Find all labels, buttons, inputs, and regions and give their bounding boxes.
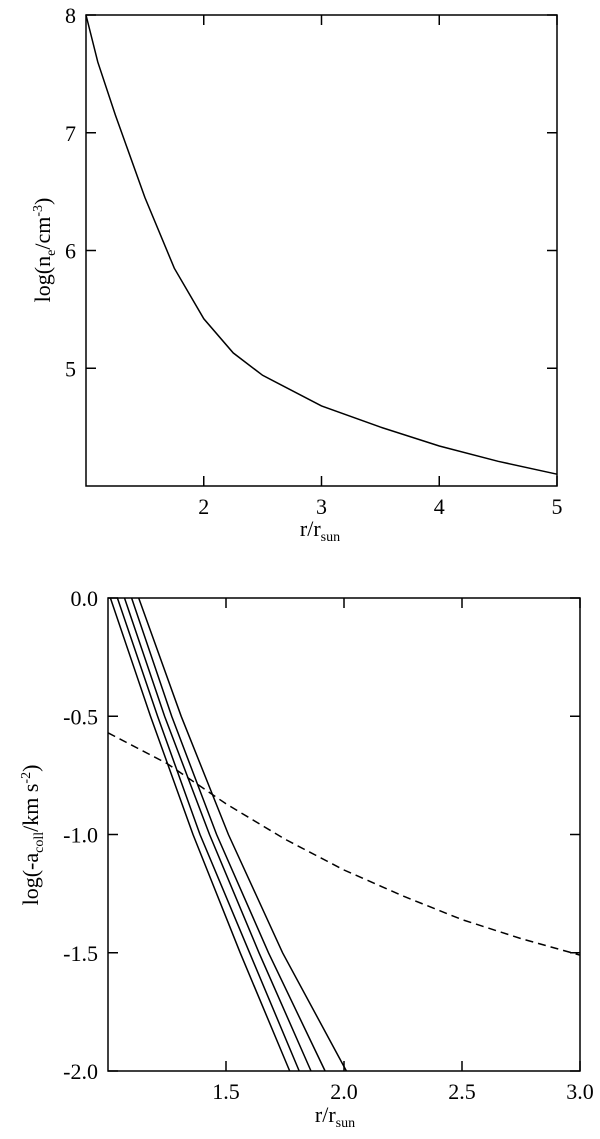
x-axis-label: r/rsun: [300, 516, 340, 545]
y-axis-label: log(-acoll/km s-2): [18, 765, 47, 906]
y-label-text: log(-a: [18, 853, 43, 906]
data-line: [85, 14, 558, 475]
y-axis-label: log(ne/cm-3): [30, 198, 59, 303]
x-tick-label: 2: [198, 494, 209, 519]
x-tick-label: 2.5: [448, 1079, 476, 1104]
y-label-sup: -2: [19, 772, 34, 784]
y-label-sub: e: [44, 250, 59, 256]
y-tick-label: 5: [65, 356, 76, 381]
y-tick-label: 0.0: [71, 586, 99, 611]
y-label-text: ): [30, 198, 55, 205]
x-label-text: r/r: [315, 1102, 336, 1127]
y-tick-label: -0.5: [63, 704, 98, 729]
plot-frame: [85, 14, 558, 487]
data-line: [109, 597, 291, 1072]
y-label-sup: -3: [31, 205, 46, 217]
x-label-sub: sun: [321, 530, 340, 545]
y-tick-label: 8: [65, 3, 76, 28]
data-line: [116, 597, 300, 1072]
x-label-sub: sun: [336, 1116, 355, 1131]
y-tick-label: -1.5: [63, 941, 98, 966]
data-line: [130, 597, 326, 1072]
y-label-text: ): [18, 765, 43, 772]
data-line: [123, 597, 312, 1072]
y-label-text: /cm: [30, 217, 55, 250]
plot-frame: [107, 597, 581, 1072]
x-tick-label: 4: [434, 494, 445, 519]
x-tick-label: 3: [316, 494, 327, 519]
y-label-text: /km s: [18, 784, 43, 832]
x-axis-label: r/rsun: [315, 1102, 355, 1131]
y-tick-label: -2.0: [63, 1059, 98, 1084]
y-label-sub: coll: [32, 832, 47, 853]
y-tick-label: 6: [65, 239, 76, 264]
y-label-text: log(n: [30, 256, 55, 302]
x-tick-label: 3.0: [566, 1079, 594, 1104]
data-line: [107, 732, 581, 956]
x-tick-label: 5: [552, 494, 563, 519]
x-tick-label: 2.0: [330, 1079, 358, 1104]
x-label-text: r/r: [300, 516, 321, 541]
y-tick-label: -1.0: [63, 823, 98, 848]
data-line: [137, 597, 348, 1072]
x-tick-label: 1.5: [212, 1079, 240, 1104]
y-tick-label: 7: [65, 121, 76, 146]
